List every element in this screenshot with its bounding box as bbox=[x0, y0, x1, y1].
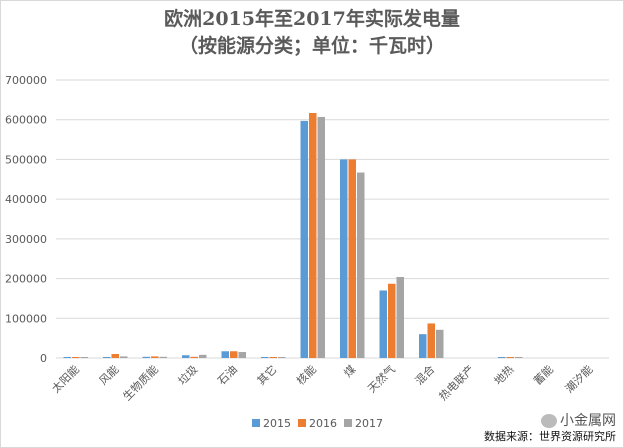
legend-swatch bbox=[298, 419, 306, 427]
bar bbox=[278, 357, 286, 358]
bar bbox=[348, 159, 356, 358]
bar bbox=[159, 356, 167, 358]
y-tick-label: 300000 bbox=[5, 233, 47, 246]
watermark-brand: 小金属网 bbox=[560, 413, 616, 429]
bar bbox=[80, 357, 88, 358]
x-tick-label: 煤 bbox=[341, 363, 358, 380]
y-tick-label: 200000 bbox=[5, 273, 47, 286]
y-tick-label: 700000 bbox=[5, 74, 47, 87]
legend-swatch bbox=[344, 419, 352, 427]
x-tick-label: 潮汐能 bbox=[562, 362, 595, 395]
bar bbox=[63, 357, 71, 358]
bar bbox=[230, 351, 238, 358]
x-tick-label: 地热 bbox=[492, 363, 517, 388]
bar bbox=[300, 120, 308, 358]
chart-title-line2: （按能源分类；单位：千瓦时） bbox=[178, 35, 445, 57]
bar bbox=[261, 357, 269, 358]
bar bbox=[317, 116, 325, 358]
x-tick-label: 蓄能 bbox=[530, 362, 555, 387]
y-tick-label: 0 bbox=[40, 352, 47, 365]
chart-title-line1: 欧洲2015年至2017年实际发电量 bbox=[164, 8, 460, 30]
bar bbox=[396, 276, 404, 358]
x-tick-label: 垃圾 bbox=[175, 362, 200, 387]
source-note: 数据来源：世界资源研究所 bbox=[484, 430, 616, 443]
watermark: 小金属网 bbox=[541, 410, 616, 430]
x-tick-label: 风能 bbox=[96, 362, 121, 387]
x-tick-label: 混合 bbox=[412, 362, 437, 387]
bar bbox=[151, 356, 159, 358]
bar bbox=[269, 357, 277, 358]
x-tick-label: 石油 bbox=[214, 362, 239, 387]
legend-swatch bbox=[252, 419, 260, 427]
x-tick-label: 其它 bbox=[254, 362, 279, 387]
bar bbox=[238, 352, 246, 358]
bar bbox=[388, 283, 396, 358]
bar bbox=[419, 334, 427, 358]
bar bbox=[190, 356, 198, 358]
bar bbox=[498, 357, 506, 358]
bar bbox=[221, 351, 229, 358]
y-tick-label: 600000 bbox=[5, 114, 47, 127]
bar bbox=[436, 329, 444, 358]
legend-label: 2015 bbox=[263, 417, 291, 430]
x-tick-label: 生物质能 bbox=[120, 362, 161, 403]
bar bbox=[357, 172, 365, 358]
bar bbox=[379, 290, 387, 358]
bar bbox=[111, 354, 119, 358]
x-tick-label: 天然气 bbox=[365, 362, 398, 395]
bar bbox=[120, 356, 128, 358]
bar bbox=[340, 159, 348, 358]
y-tick-label: 500000 bbox=[5, 153, 47, 166]
y-tick-label: 100000 bbox=[5, 312, 47, 325]
bar bbox=[199, 354, 207, 358]
bar bbox=[142, 356, 150, 358]
wechat-icon bbox=[541, 414, 557, 428]
bar bbox=[506, 357, 514, 358]
bar bbox=[309, 112, 317, 358]
x-tick-label: 太阳能 bbox=[49, 362, 82, 395]
y-tick-label: 400000 bbox=[5, 193, 47, 206]
legend-label: 2016 bbox=[309, 417, 337, 430]
bar bbox=[103, 357, 111, 358]
x-tick-label: 热电联产 bbox=[436, 362, 477, 403]
bar bbox=[515, 357, 523, 358]
chart-title: 欧洲2015年至2017年实际发电量 （按能源分类；单位：千瓦时） bbox=[0, 6, 624, 60]
bar bbox=[72, 357, 80, 358]
x-tick-label: 核能 bbox=[293, 362, 318, 387]
bar bbox=[182, 355, 190, 358]
legend-label: 2017 bbox=[355, 417, 383, 430]
bar bbox=[427, 323, 435, 358]
